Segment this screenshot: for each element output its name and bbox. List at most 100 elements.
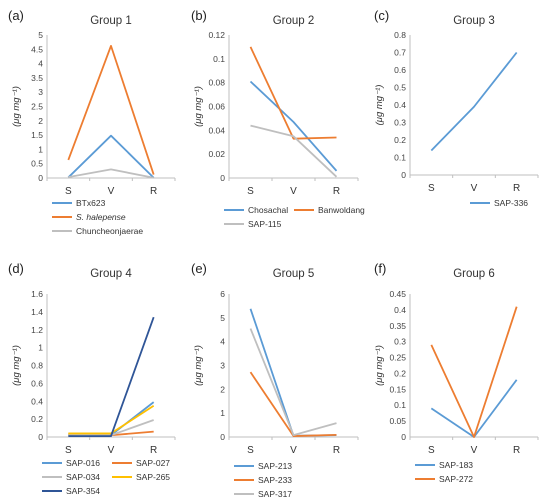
y-tick-label: 0.04 — [208, 125, 225, 135]
x-tick-label: V — [108, 186, 115, 197]
y-tick-label: 0.2 — [394, 368, 406, 378]
y-tick-label: 0.1 — [394, 153, 406, 163]
y-tick-label: 0.35 — [389, 321, 406, 331]
chart-title: Group 5 — [273, 268, 315, 280]
series-line-3 — [250, 124, 338, 178]
legend-entry: S. halepense — [76, 212, 126, 222]
legend-entry: SAP-034 — [66, 472, 100, 482]
legend-entry: BTx623 — [76, 198, 106, 208]
series-line-2 — [430, 306, 518, 438]
panel-label: (c) — [374, 8, 389, 23]
legend-entry: SAP-183 — [439, 460, 473, 470]
y-tick-label: 1.5 — [31, 130, 43, 140]
series-line-2 — [67, 44, 155, 175]
series-line-2 — [249, 371, 337, 437]
legend-entry: SAP-265 — [136, 472, 170, 482]
chart-panel-2: (b) Group 2 (μg mg⁻¹) 0 0.02 0.04 0.06 0.08 0.1 0… — [191, 8, 365, 229]
y-tick-label: 1 — [38, 343, 43, 353]
chart-title: Group 6 — [453, 268, 495, 280]
series-line-5 — [68, 316, 155, 438]
y-tick-label: 1.6 — [31, 289, 43, 299]
x-tick-label: R — [333, 445, 340, 456]
x-tick-label: R — [150, 186, 157, 197]
y-tick-label: 0.5 — [31, 159, 43, 169]
y-tick-label: 0.6 — [31, 378, 43, 388]
legend-entry: Chuncheonjaerae — [76, 226, 143, 236]
y-axis-label: (μg mg⁻¹) — [193, 345, 204, 386]
x-tick-label: R — [513, 445, 520, 456]
y-tick-label: 0.25 — [389, 353, 406, 363]
series-line-2 — [249, 46, 337, 140]
y-tick-label: 0.8 — [31, 361, 43, 371]
y-tick-label: 5 — [38, 30, 43, 40]
chart-title: Group 4 — [90, 268, 132, 280]
y-tick-label: 0.3 — [394, 118, 406, 128]
x-tick-label: R — [333, 186, 340, 197]
y-tick-label: 2.5 — [31, 102, 43, 112]
y-tick-label: 3 — [220, 361, 225, 371]
panel-label: (e) — [191, 261, 207, 276]
x-tick-label: R — [513, 183, 520, 194]
series-line-1 — [68, 401, 155, 437]
chart-panel-5: (e) Group 5 (μg mg⁻¹) 0 1 2 3 4 5 6 S V R SAP-213 SAP-… — [191, 261, 359, 499]
y-tick-label: 0.05 — [389, 416, 406, 426]
y-tick-label: 0.02 — [208, 149, 225, 159]
x-tick-label: V — [108, 445, 115, 456]
y-tick-label: 0.5 — [394, 83, 406, 93]
y-tick-label: 0.1 — [394, 400, 406, 410]
series-line-1 — [430, 51, 518, 152]
y-axis-label: (μg mg⁻¹) — [11, 86, 22, 127]
x-tick-label: S — [428, 183, 435, 194]
y-axis-label: (μg mg⁻¹) — [374, 85, 385, 126]
y-tick-label: 0 — [38, 432, 43, 442]
y-tick-label: 4 — [220, 337, 225, 347]
legend-entry: SAP-354 — [66, 486, 100, 496]
chart-panel-1: (a) Group 1 (μg mg⁻¹) 0 0.5 1 1.5 2 2.5 3 3.5 4 4.5 5… — [8, 8, 176, 236]
y-tick-label: 6 — [220, 289, 225, 299]
y-tick-label: 0.4 — [31, 396, 43, 406]
y-tick-label: 2 — [220, 384, 225, 394]
y-tick-label: 0.08 — [208, 78, 225, 88]
x-tick-label: S — [65, 186, 72, 197]
x-tick-label: V — [471, 445, 478, 456]
legend-entry: SAP-027 — [136, 458, 170, 468]
y-tick-label: 0.15 — [389, 384, 406, 394]
legend-entry: Chosachal — [248, 205, 288, 215]
y-axis-label: (μg mg⁻¹) — [11, 345, 22, 386]
y-tick-label: 0.3 — [394, 337, 406, 347]
series-line-4 — [68, 404, 155, 435]
legend-entry: Banwoldang — [318, 205, 365, 215]
x-tick-label: S — [65, 445, 72, 456]
legend-entry: SAP-272 — [439, 474, 473, 484]
x-tick-label: S — [428, 445, 435, 456]
y-tick-label: 4 — [38, 59, 43, 69]
y-tick-label: 0.6 — [394, 65, 406, 75]
x-tick-label: V — [471, 183, 478, 194]
y-tick-label: 3.5 — [31, 73, 43, 83]
chart-panel-6: (f) Group 6 (μg mg⁻¹) 0 0.05 0.1 0.15 0.2 0.25 0.… — [374, 261, 539, 484]
y-tick-label: 0 — [220, 173, 225, 183]
y-tick-label: 0.2 — [31, 414, 43, 424]
y-tick-label: 0.1 — [213, 54, 225, 64]
chart-panel-4: (d) Group 4 (μg mg⁻¹) 0 0.2 0.4 0.6 0.8 1 1.2 1.4 1… — [8, 261, 176, 496]
y-tick-label: 4.5 — [31, 44, 43, 54]
y-tick-label: 3 — [38, 87, 43, 97]
y-tick-label: 5 — [220, 313, 225, 323]
series-line-1 — [249, 80, 338, 172]
y-axis-label: (μg mg⁻¹) — [374, 345, 385, 386]
y-tick-label: 0.2 — [394, 135, 406, 145]
series-line-3 — [68, 168, 154, 179]
y-axis-label: (μg mg⁻¹) — [193, 86, 204, 127]
x-tick-label: S — [247, 186, 254, 197]
y-tick-label: 0.45 — [389, 289, 406, 299]
y-tick-label: 0.4 — [394, 305, 406, 315]
legend-entry: SAP-213 — [258, 461, 292, 471]
x-tick-label: V — [290, 445, 297, 456]
y-tick-label: 0.12 — [208, 30, 225, 40]
y-tick-label: 0.4 — [394, 100, 406, 110]
panel-label: (a) — [8, 8, 24, 23]
y-tick-label: 0 — [220, 432, 225, 442]
x-tick-label: S — [247, 445, 254, 456]
legend-entry: SAP-317 — [258, 489, 292, 499]
